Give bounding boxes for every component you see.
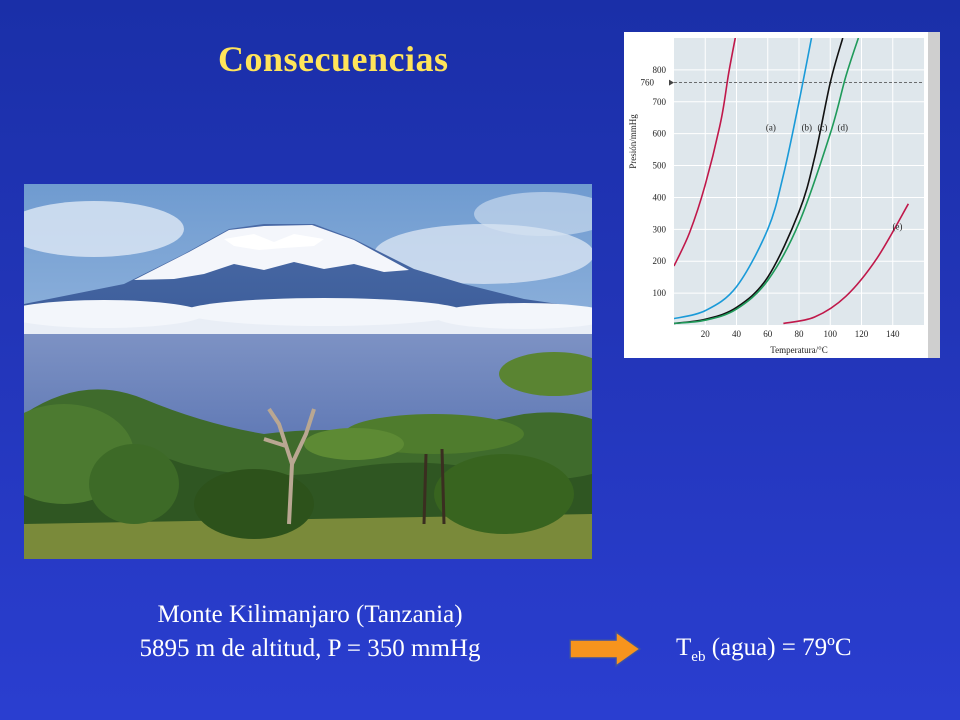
x-tick-label: 60 [763, 329, 773, 339]
vapor-pressure-chart: 760 20 40 60 80 100 120 140 100 200 300 400 500 600 7… [624, 32, 940, 358]
boiling-temperature-result: Teb (agua) = 79ºC [676, 634, 852, 666]
x-axis-label: Temperatura/°C [770, 345, 827, 355]
teb-value: (agua) = 79ºC [705, 634, 852, 661]
y-axis-label: Presión/mmHg [628, 114, 638, 169]
chart-svg: 760 20 40 60 80 100 120 140 100 200 300 400 500 600 7… [624, 32, 940, 358]
x-tick-label: 20 [701, 329, 711, 339]
teb-subscript: eb [691, 649, 706, 665]
y-tick-label: 700 [653, 97, 667, 107]
series-line [783, 203, 910, 325]
reference-label: 760 [641, 78, 655, 88]
reference-arrow [669, 79, 674, 86]
x-tick-label: 140 [886, 329, 900, 339]
x-tick-label: 80 [795, 329, 805, 339]
chart-series [674, 38, 910, 325]
y-tick-label: 600 [653, 129, 667, 139]
series-label: (a) [766, 122, 776, 132]
caption-line-2: 5895 m de altitud, P = 350 mmHg [139, 635, 481, 662]
series-label: (b) [802, 122, 813, 132]
teb-symbol: T [676, 634, 692, 661]
right-arrow-icon [569, 630, 642, 668]
x-tick-label: 40 [732, 329, 742, 339]
chart-grid [674, 38, 924, 325]
series-line [674, 38, 860, 325]
series-line [674, 38, 844, 325]
series-label: (c) [817, 122, 827, 132]
slide-title: Consecuencias [218, 39, 449, 79]
x-tick-label: 100 [824, 329, 838, 339]
y-tick-label: 800 [653, 65, 667, 75]
series-label: (e) [892, 221, 902, 231]
x-tick-label: 120 [855, 329, 869, 339]
y-tick-label: 200 [653, 256, 667, 266]
kilimanjaro-photo [24, 184, 592, 559]
chart-ticks: 20 40 60 80 100 120 140 100 200 300 400 500 600 700 80… [653, 65, 903, 339]
y-tick-label: 500 [653, 161, 667, 171]
y-tick-label: 400 [653, 192, 667, 202]
series-line [674, 38, 737, 267]
series-label: (d) [838, 122, 849, 132]
y-tick-label: 100 [653, 288, 667, 298]
photo-caption: Monte Kilimanjaro (Tanzania) 5895 m de a… [70, 598, 550, 666]
series-line [674, 38, 813, 320]
caption-line-1: Monte Kilimanjaro (Tanzania) [157, 601, 463, 628]
y-tick-label: 300 [653, 224, 667, 234]
